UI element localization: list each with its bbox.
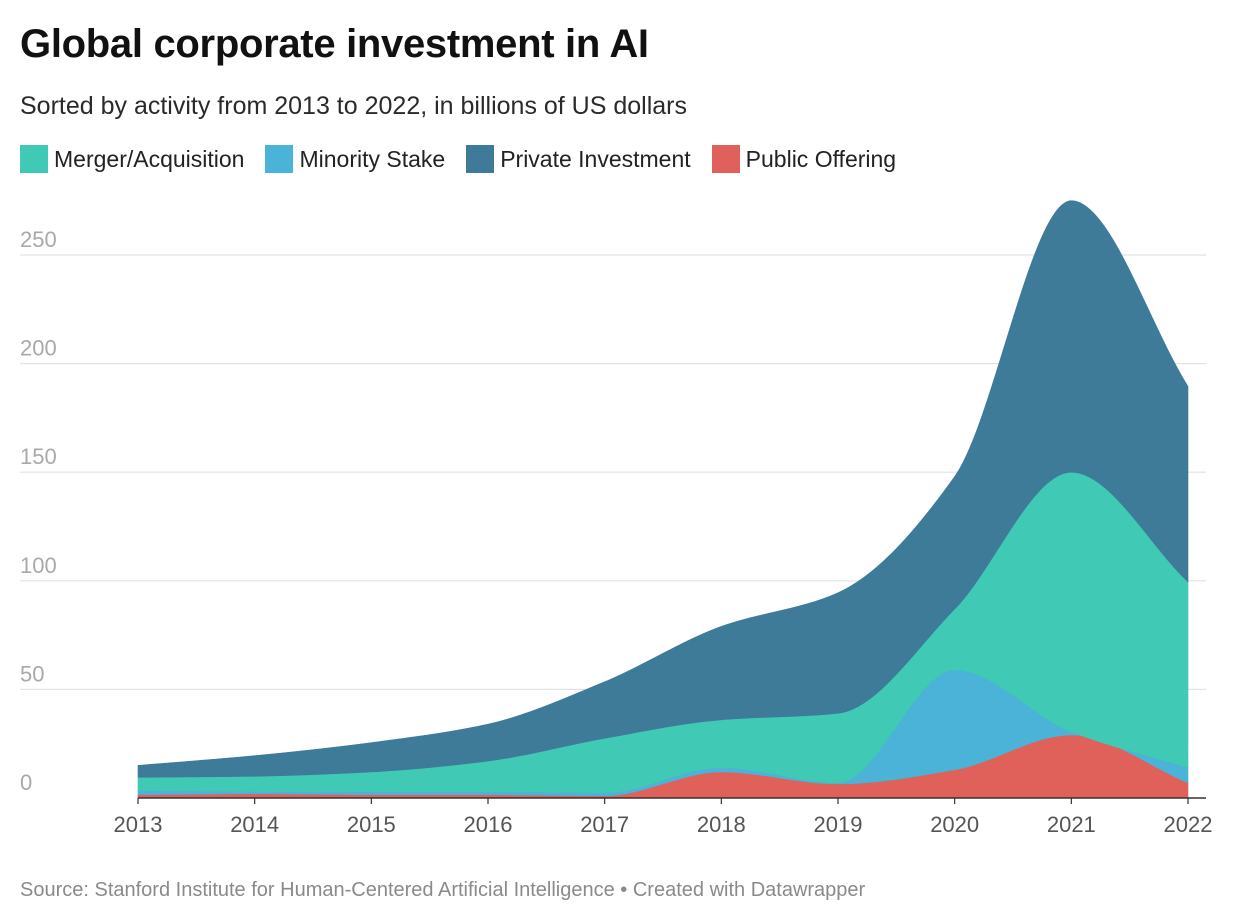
y-tick-label: 150 <box>20 444 57 469</box>
legend-item-minority-stake: Minority Stake <box>265 145 445 173</box>
x-tick-label: 2015 <box>347 812 396 837</box>
x-tick-label: 2021 <box>1047 812 1096 837</box>
x-tick-label: 2020 <box>930 812 979 837</box>
x-tick-label: 2016 <box>464 812 513 837</box>
y-tick-label: 50 <box>20 661 44 686</box>
legend-label: Public Offering <box>745 145 897 172</box>
y-axis-tick-labels: 0 50 100 150 200 250 <box>20 227 57 795</box>
legend-label: Minority Stake <box>299 145 446 172</box>
x-tick-label: 2018 <box>697 812 746 837</box>
legend-swatch <box>466 145 495 173</box>
chart-title: Global corporate investment in AI <box>20 22 649 66</box>
legend-item-merger-acquisition: Merger/Acquisition <box>20 145 244 173</box>
area-private-investment <box>137 200 1189 778</box>
x-tick-label: 2013 <box>114 812 163 837</box>
legend-label: Merger/Acquisition <box>54 145 245 172</box>
legend-swatch <box>265 145 294 173</box>
chart-legend: Merger/Acquisition Minority Stake Privat… <box>20 145 917 173</box>
legend-item-private-investment: Private Investment <box>466 145 691 173</box>
y-tick-label: 200 <box>20 336 57 361</box>
y-tick-label: 100 <box>20 553 57 578</box>
x-tick-label: 2019 <box>814 812 863 837</box>
legend-label: Private Investment <box>500 145 691 172</box>
legend-swatch <box>711 145 740 173</box>
legend-swatch <box>20 145 48 173</box>
legend-item-public-offering: Public Offering <box>711 145 897 173</box>
x-tick-label: 2014 <box>230 812 279 837</box>
x-axis <box>137 797 1206 804</box>
y-tick-label: 0 <box>20 770 32 795</box>
x-tick-label: 2022 <box>1164 812 1213 837</box>
x-axis-tick-labels: 2013 2014 2015 2016 2017 2018 2019 2020 2021 2022 <box>114 812 1213 837</box>
x-tick-label: 2017 <box>580 812 629 837</box>
chart-subtitle: Sorted by activity from 2013 to 2022, in… <box>20 92 688 120</box>
stacked-area-chart: 0 50 100 150 200 250 2013 2014 2015 2016 2017 2018… <box>20 200 1213 837</box>
source-note: Source: Stanford Institute for Human-Cen… <box>20 879 866 901</box>
area-series <box>137 200 1189 799</box>
y-tick-label: 250 <box>20 227 57 252</box>
